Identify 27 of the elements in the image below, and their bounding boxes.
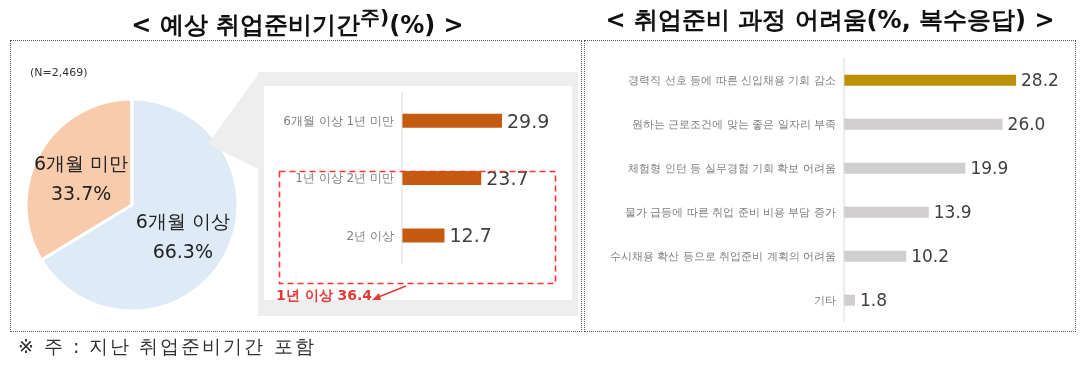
text: 1년 이상 36.4: [276, 287, 373, 305]
y-tick-label: 1년 이상 2년 미만: [295, 171, 394, 186]
y-tick-label: 수시채용 확산 등으로 취업준비 계획의 어려움: [609, 249, 836, 263]
bar: [844, 74, 1016, 86]
slice-label: 6개월 미만: [34, 152, 129, 175]
y-tick-label: 원하는 근로조건에 맞는 좋은 일자리 부족: [631, 117, 836, 131]
y-tick-label: 물가 급등에 따른 취업 준비 비용 부담 증가: [624, 205, 836, 219]
chart-title: < 취업준비 과정 어려움(%, 복수응답) >: [604, 5, 1056, 36]
text: (N=2,469): [30, 66, 88, 79]
data-label: 29.9: [507, 109, 550, 132]
slice-label: 6개월 이상: [135, 209, 230, 232]
y-tick-label: 2년 이상: [346, 228, 394, 243]
data-label: 1.8: [859, 290, 888, 311]
text: ※ 주 : 지난 취업준비기간 포함: [18, 334, 316, 359]
data-label: 13.9: [933, 202, 972, 223]
data-label: 33.7%: [51, 182, 112, 205]
y-tick-label: 6개월 이상 1년 미만: [283, 113, 394, 128]
data-label: 12.7: [449, 224, 492, 247]
y-tick-label: 체험형 인턴 등 실무경험 기회 확보 어려움: [628, 161, 836, 175]
y-tick-label: 경력직 선호 등에 따른 신입채용 기회 감소: [628, 73, 836, 87]
text: < 예상 취업준비기간$^{주)}$(%) >: [130, 4, 465, 41]
data-label: 10.2: [911, 246, 950, 267]
data-label: 28.2: [1021, 70, 1059, 91]
y-tick-label: 기타: [814, 293, 836, 307]
data-label: 19.9: [970, 158, 1009, 179]
data-label: 26.0: [1007, 114, 1046, 135]
data-label: 66.3%: [152, 239, 213, 262]
